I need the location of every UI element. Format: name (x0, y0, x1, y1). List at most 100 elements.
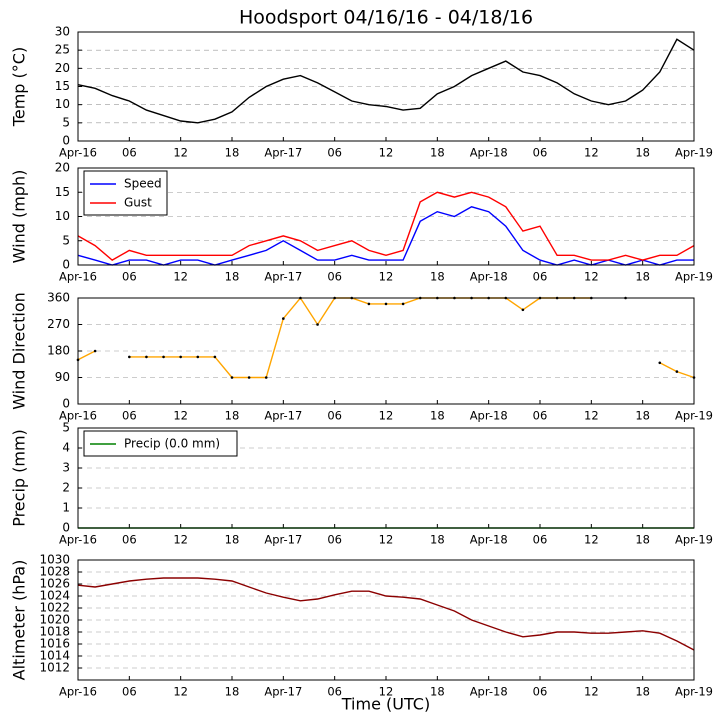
x-tick-label: Apr-16 (59, 270, 97, 284)
x-tick-label: Apr-16 (59, 533, 97, 547)
x-tick-label: 06 (327, 270, 342, 284)
x-tick-label: Apr-18 (470, 533, 508, 547)
x-tick-label: 18 (430, 270, 445, 284)
series-line (77, 296, 695, 379)
x-tick-label: 12 (584, 146, 599, 160)
y-tick-label: 1028 (39, 565, 70, 579)
y-tick-label: 2 (62, 481, 70, 495)
y-tick-label: 270 (47, 317, 70, 331)
x-tick-label: Apr-19 (675, 533, 713, 547)
x-tick-label: 18 (225, 146, 240, 160)
legend-label: Gust (124, 196, 152, 210)
series-line (77, 577, 695, 651)
x-tick-label: 12 (173, 409, 188, 423)
x-tick-label: 18 (430, 533, 445, 547)
point (93, 349, 97, 353)
x-tick-label: 18 (225, 685, 240, 699)
x-tick-label: 12 (379, 533, 394, 547)
point (196, 355, 200, 359)
y-tick-label: 5 (62, 421, 70, 435)
point (213, 355, 217, 359)
y-tick-label: 5 (62, 233, 70, 247)
y-tick-label: 0 (62, 134, 70, 148)
y-tick-label: 10 (55, 209, 70, 223)
point (367, 302, 371, 306)
y-tick-label: 1 (62, 501, 70, 515)
point (128, 355, 131, 359)
x-tick-label: Apr-19 (675, 270, 713, 284)
y-tick-label: 10 (55, 97, 70, 111)
y-axis-label: Wind (mph) (10, 170, 29, 264)
y-tick-label: 3 (62, 461, 70, 475)
y-tick-label: 0 (62, 258, 70, 272)
x-tick-label: 06 (533, 685, 548, 699)
x-tick-label: 12 (173, 685, 188, 699)
x-tick-label: 12 (584, 409, 599, 423)
point (145, 355, 148, 359)
point (247, 376, 251, 379)
legend-label: Speed (124, 177, 162, 191)
legend-box (83, 170, 168, 216)
x-tick-label: 06 (533, 146, 548, 160)
y-axis-label: Precip (mm) (10, 429, 29, 527)
x-tick-label: Apr-17 (264, 533, 302, 547)
x-tick-label: 06 (533, 270, 548, 284)
y-tick-label: 1012 (39, 661, 70, 675)
x-tick-label: Apr-16 (59, 146, 97, 160)
y-axis-label: Temp (°C) (10, 47, 29, 127)
x-tick-label: 18 (635, 685, 650, 699)
y-tick-label: 1020 (39, 613, 70, 627)
y-tick-label: 4 (62, 441, 70, 455)
y-tick-label: 30 (55, 25, 70, 39)
x-tick-label: 06 (122, 270, 137, 284)
y-tick-label: 25 (55, 43, 70, 57)
x-tick-label: Apr-16 (59, 685, 97, 699)
x-tick-label: Apr-19 (675, 685, 713, 699)
y-axis-label: Altimeter (hPa) (10, 560, 29, 681)
x-tick-label: Apr-18 (470, 409, 508, 423)
y-tick-label: 5 (62, 115, 70, 129)
x-tick-label: 18 (635, 533, 650, 547)
plot-frame (77, 31, 695, 142)
plot-frame (77, 167, 695, 266)
x-tick-label: 18 (225, 270, 240, 284)
x-tick-label: 18 (430, 409, 445, 423)
x-tick-label: Apr-18 (470, 270, 508, 284)
x-tick-label: 12 (584, 685, 599, 699)
y-tick-label: 1030 (39, 553, 70, 567)
x-tick-label: 06 (122, 409, 137, 423)
y-tick-label: 15 (55, 185, 70, 199)
series-line (77, 206, 694, 266)
x-tick-label: 12 (379, 270, 394, 284)
x-tick-label: 12 (379, 146, 394, 160)
x-tick-label: Apr-17 (264, 146, 302, 160)
x-tick-label: 06 (122, 533, 137, 547)
point (675, 370, 679, 373)
x-tick-label: 12 (173, 146, 188, 160)
x-tick-label: Apr-17 (264, 409, 302, 423)
x-tick-label: Apr-17 (264, 685, 302, 699)
x-tick-label: 06 (122, 685, 137, 699)
x-tick-label: 06 (122, 146, 137, 160)
plot-frame (77, 297, 695, 405)
point (264, 376, 268, 379)
x-tick-label: 06 (533, 409, 548, 423)
y-tick-label: 15 (55, 79, 70, 93)
y-tick-label: 1024 (39, 589, 70, 603)
point (179, 355, 182, 359)
x-tick-label: 12 (379, 685, 394, 699)
point (401, 302, 405, 306)
x-tick-label: 12 (173, 533, 188, 547)
plot-frame (77, 427, 695, 529)
y-tick-label: 180 (47, 344, 70, 358)
x-tick-label: 06 (327, 409, 342, 423)
y-tick-label: 1022 (39, 601, 70, 615)
point (384, 302, 388, 306)
x-tick-label: 12 (379, 409, 394, 423)
x-tick-label: 06 (327, 685, 342, 699)
y-tick-label: 0 (62, 397, 70, 411)
chart-title: Hoodsport 04/16/16 - 04/18/16 (239, 7, 533, 29)
x-tick-label: 18 (635, 146, 650, 160)
x-tick-label: Apr-18 (470, 146, 508, 160)
